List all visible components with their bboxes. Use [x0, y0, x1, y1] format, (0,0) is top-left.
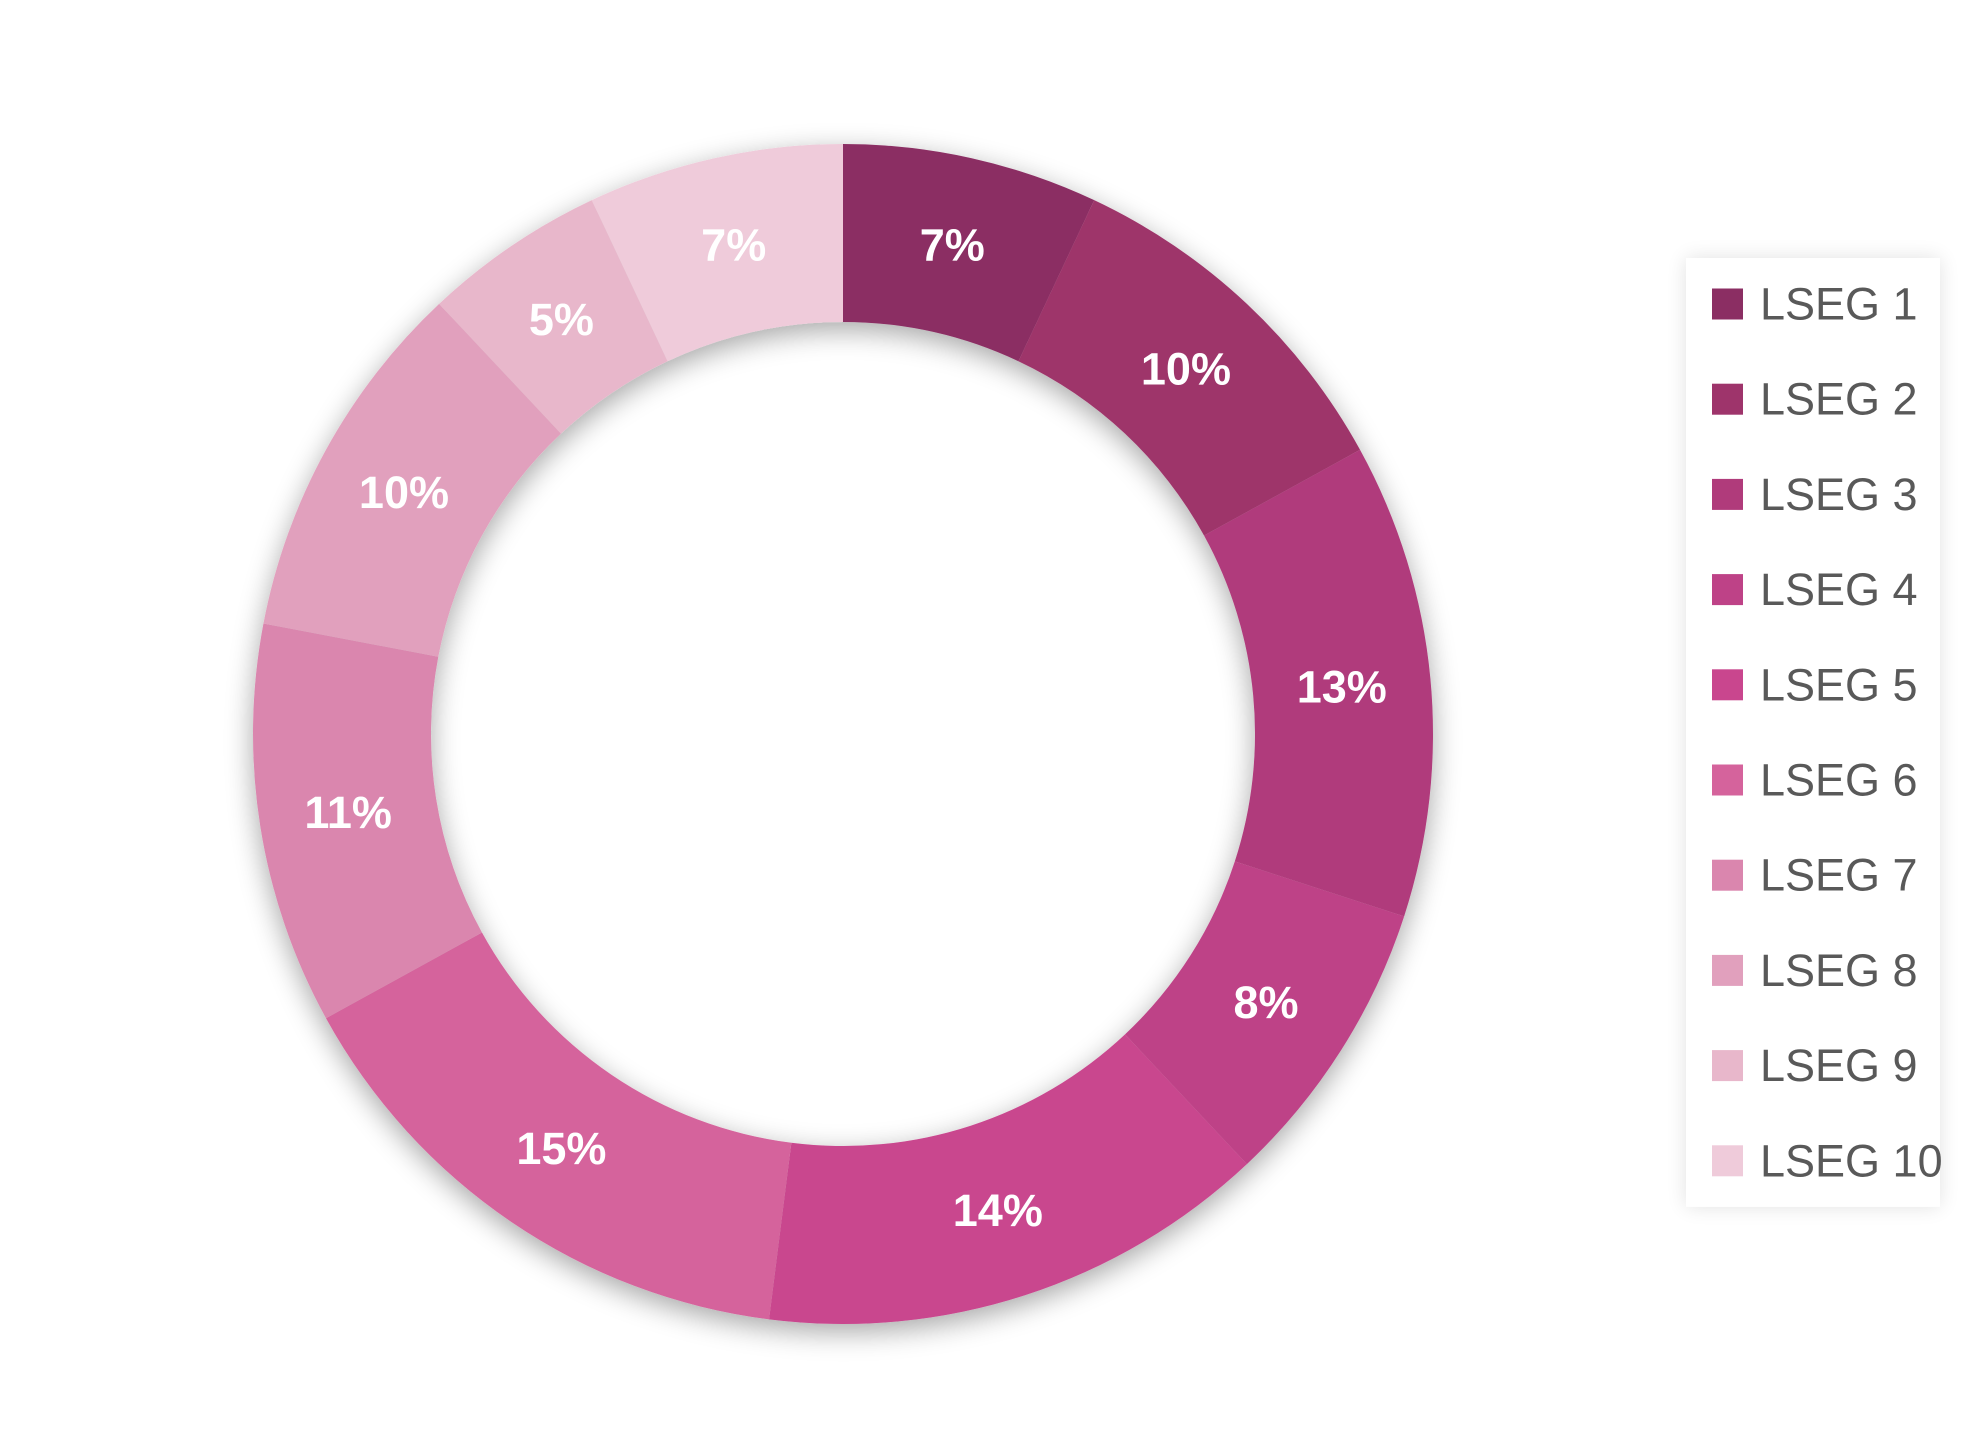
slice-5	[769, 1034, 1247, 1324]
slice-label-10: 7%	[701, 220, 766, 271]
slice-label-5: 14%	[953, 1185, 1043, 1236]
legend-swatch-3	[1712, 478, 1743, 510]
legend-swatch-8	[1712, 954, 1743, 986]
legend-label-5: LSEG 5	[1760, 659, 1918, 710]
legend-label-2: LSEG 2	[1760, 374, 1918, 425]
donut-slices	[253, 144, 1433, 1324]
legend-swatch-10	[1712, 1145, 1743, 1177]
legend-swatch-2	[1712, 383, 1743, 415]
slice-10	[591, 144, 843, 362]
legend-swatch-6	[1712, 764, 1743, 796]
slice-6	[325, 932, 792, 1320]
slice-labels: 7% 10% 13% 8% 14% 15% 11% 10% 5% 7%	[304, 220, 1386, 1236]
slice-7	[253, 623, 482, 1019]
slice-2	[1018, 200, 1361, 536]
slice-8	[263, 303, 561, 657]
legend-swatch-5	[1712, 669, 1743, 701]
legend-label-6: LSEG 6	[1760, 755, 1918, 806]
legend-label-9: LSEG 9	[1760, 1040, 1918, 1091]
slice-label-2: 10%	[1141, 343, 1231, 394]
legend-label-7: LSEG 7	[1760, 850, 1918, 901]
slice-label-3: 13%	[1297, 661, 1387, 712]
slice-1	[843, 144, 1095, 362]
legend-label-3: LSEG 3	[1760, 469, 1918, 520]
legend-swatch-9	[1712, 1050, 1743, 1082]
slice-label-1: 7%	[920, 220, 985, 271]
legend-swatch-1	[1712, 288, 1743, 320]
legend-swatch-4	[1712, 574, 1743, 606]
legend-label-1: LSEG 1	[1760, 279, 1918, 330]
slice-label-4: 8%	[1233, 977, 1298, 1028]
slice-label-9: 5%	[529, 294, 594, 345]
legend-label-8: LSEG 8	[1760, 945, 1918, 996]
legend-label-4: LSEG 4	[1760, 564, 1918, 615]
slice-label-7: 11%	[304, 787, 392, 838]
slice-label-8: 10%	[359, 467, 449, 518]
slice-label-6: 15%	[516, 1123, 606, 1174]
legend-background	[1686, 258, 1940, 1207]
legend-label-10: LSEG 10	[1760, 1135, 1943, 1186]
legend: LSEG 1 LSEG 2 LSEG 3 LSEG 4 LSEG 5 LSEG 6 LSEG…	[1686, 258, 1943, 1207]
slice-3	[1204, 449, 1433, 917]
legend-swatch-7	[1712, 859, 1743, 891]
slice-9	[439, 200, 668, 434]
slice-4	[1125, 861, 1405, 1165]
